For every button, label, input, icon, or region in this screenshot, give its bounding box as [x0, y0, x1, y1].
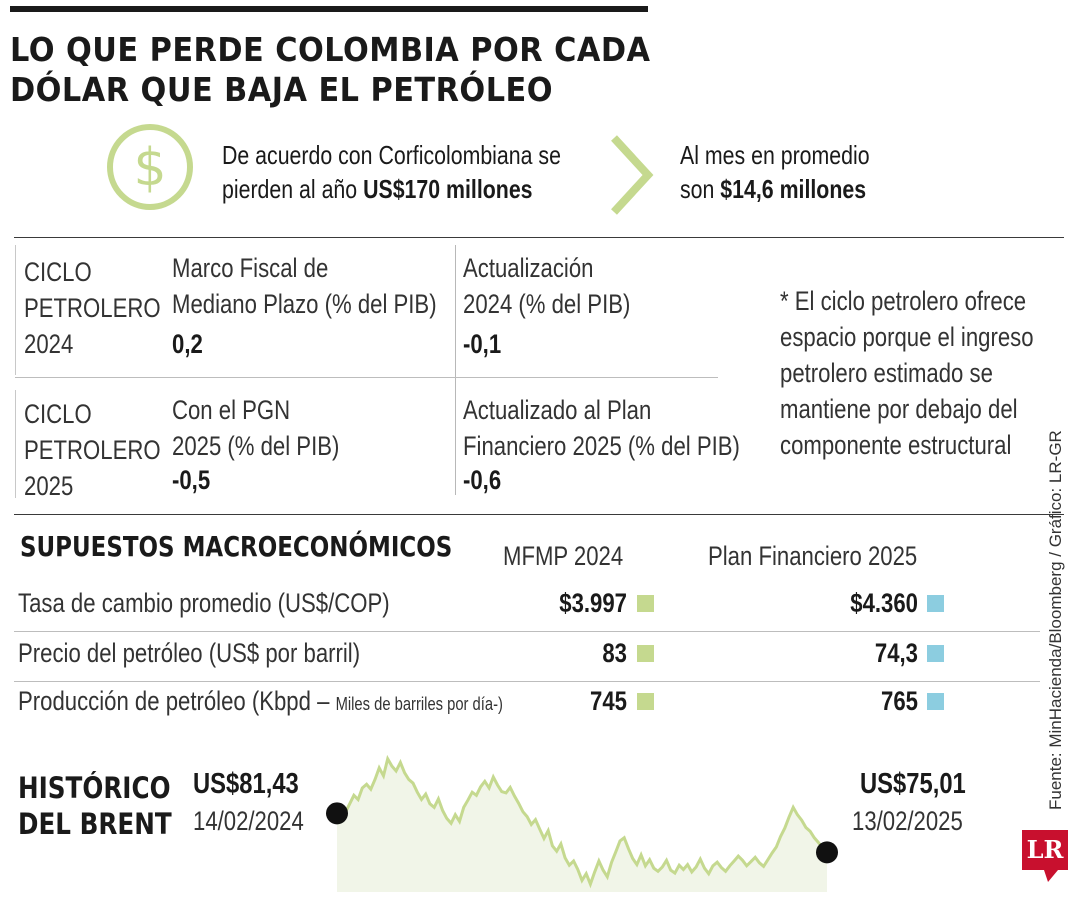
page-title: LO QUE PERDE COLOMBIA POR CADA DÓLAR QUE… — [10, 30, 654, 110]
assumption-label: Producción de petróleo (Kbpd – Miles de … — [18, 686, 503, 716]
plan-2025-value: 765 — [881, 686, 918, 716]
plan-2025-swatch — [927, 645, 944, 662]
footnote: * El ciclo petrolero ofrece espacio porqu… — [780, 286, 1034, 460]
mfmp-2024-value: $3.997 — [559, 588, 627, 618]
assumption-label: Precio del petróleo (US$ por barril) — [18, 638, 361, 668]
cycle-2024-label: CICLO PETROLERO 2024 — [24, 257, 161, 359]
assumption-row-divider — [14, 631, 1040, 632]
title-line-2: DÓLAR QUE BAJA EL PETRÓLEO — [10, 70, 553, 109]
mfmp-2024-value: 83 — [602, 638, 627, 668]
brent-chart — [326, 754, 838, 892]
plan-2025-swatch — [927, 693, 944, 710]
mfmp-2024-value: 745 — [590, 686, 627, 716]
row-divider-left — [15, 390, 16, 498]
brent-end-price: US$75,01 — [860, 768, 966, 800]
row-divider-left — [15, 245, 16, 375]
assumption-label: Tasa de cambio promedio (US$/COP) — [18, 588, 390, 618]
update-2024-title: Actualización 2024 (% del PIB) — [463, 253, 631, 319]
brent-heading: HISTÓRICO DEL BRENT — [18, 771, 172, 841]
brent-area — [337, 758, 827, 892]
mfmp-value: 0,2 — [172, 329, 203, 359]
lr-logo-tail — [1044, 870, 1058, 882]
svg-text:$: $ — [133, 138, 166, 198]
top-rule — [10, 6, 648, 12]
mfmp-title: Marco Fiscal de Mediano Plazo (% del PIB) — [172, 253, 437, 319]
assumption-label-note: Miles de barriles por día-) — [335, 694, 503, 714]
mfmp-2024-swatch — [637, 595, 654, 612]
assumptions-heading: SUPUESTOS MACROECONÓMICOS — [20, 530, 453, 563]
column-divider — [455, 245, 456, 495]
annual-loss-value: US$170 millones — [363, 174, 533, 204]
col-mfmp-2024: MFMP 2024 — [503, 541, 624, 571]
lr-logo: LR — [1022, 830, 1068, 870]
brent-line — [335, 754, 828, 889]
brent-start-date: 14/02/2024 — [193, 806, 304, 836]
brent-start-point — [326, 802, 348, 825]
brent-end-date: 13/02/2025 — [852, 806, 963, 836]
plan-2025-value: 74,3 — [874, 638, 918, 668]
pgn-title: Con el PGN 2025 (% del PIB) — [172, 395, 340, 461]
mfmp-2024-swatch — [637, 645, 654, 662]
brent-start-price: US$81,43 — [193, 768, 299, 800]
pgn-value: -0,5 — [172, 465, 211, 495]
plan-financiero-value: -0,6 — [463, 465, 502, 495]
mfmp-2024-swatch — [637, 693, 654, 710]
update-2024-value: -0,1 — [463, 329, 502, 359]
plan-2025-value: $4.360 — [850, 588, 918, 618]
cycles-row-divider — [15, 377, 718, 378]
cycle-2025-label: CICLO PETROLERO 2025 — [24, 399, 161, 501]
source-credit: Fuente: MinHacienda/Bloomberg / Gráfico:… — [1046, 430, 1065, 810]
divider — [14, 514, 1064, 515]
chevron-right-icon — [611, 135, 654, 215]
title-line-1: LO QUE PERDE COLOMBIA POR CADA — [10, 30, 651, 69]
monthly-loss-text: Al mes en promedio son $14,6 millones — [680, 140, 870, 204]
dollar-icon: $ — [107, 124, 193, 210]
annual-loss-text: De acuerdo con Corficolombiana se pierde… — [222, 140, 561, 204]
col-plan-2025: Plan Financiero 2025 — [708, 541, 918, 571]
divider — [14, 237, 1064, 238]
monthly-loss-value: $14,6 millones — [720, 174, 867, 204]
assumption-row-divider — [14, 681, 1040, 682]
plan-2025-swatch — [927, 595, 944, 612]
plan-financiero-title: Actualizado al Plan Financiero 2025 (% de… — [463, 395, 740, 461]
brent-end-point — [816, 841, 838, 864]
